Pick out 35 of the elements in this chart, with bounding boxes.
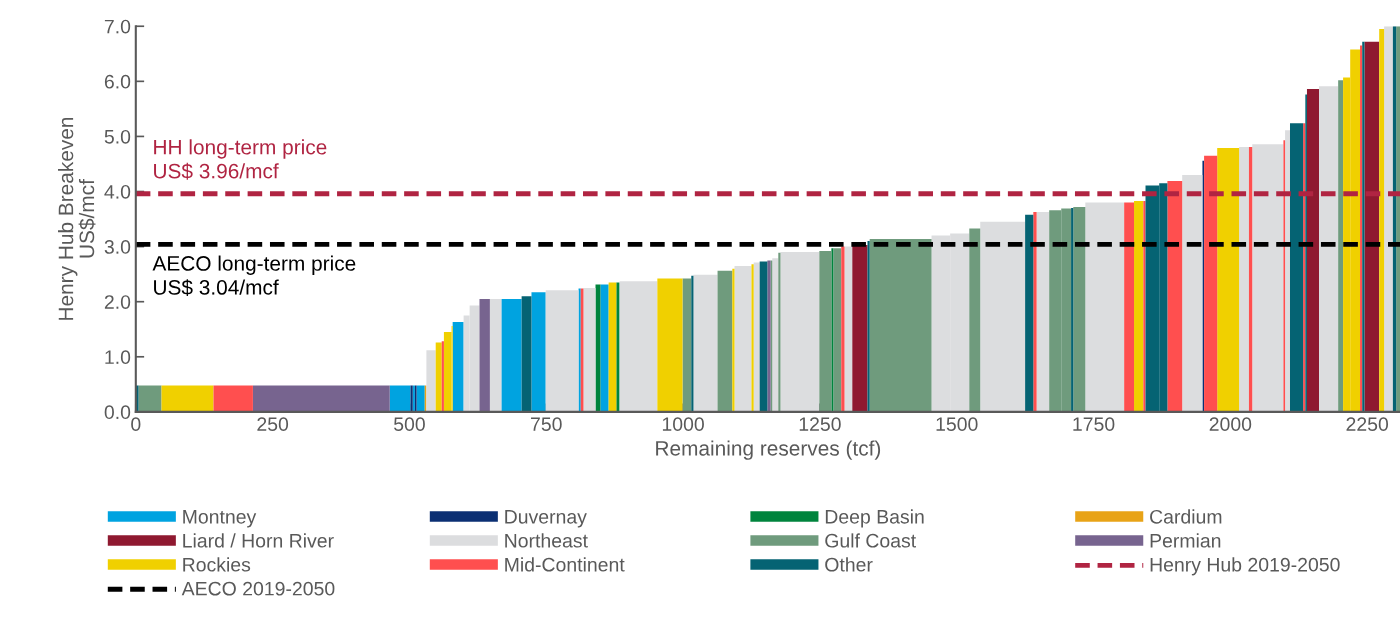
legend-label: Other	[825, 557, 873, 572]
legend-label: Montney	[183, 510, 257, 528]
x-tick-label: 500	[393, 417, 425, 432]
x-tick-label: 2250	[1346, 417, 1389, 432]
y-tick-label: 5.0	[104, 129, 131, 144]
y-tick-label: 3.0	[104, 240, 131, 254]
y-tick-label: 6.0	[104, 74, 131, 89]
legend-label: Duvernay	[505, 510, 587, 528]
x-tick-label: 1750	[1073, 417, 1115, 432]
x-tick-label: 250	[257, 417, 289, 432]
y-tick-label: 2.0	[104, 295, 131, 309]
legend-label: Gulf Coast	[825, 533, 916, 548]
y-tick-label: 4.0	[104, 184, 131, 199]
legend-label: Liard / Horn River	[183, 533, 334, 548]
legend-label: Permian	[1150, 533, 1221, 548]
x-tick-label: 1500	[936, 417, 978, 432]
legend-label: Rockies	[183, 557, 251, 572]
y-tick-label: 1.0	[105, 350, 131, 365]
y-tick-label: 0.0	[104, 405, 131, 420]
legend-label: Mid-Continent	[505, 557, 625, 572]
annotation: HH long-term price US$ 3.96/mcf	[154, 139, 327, 180]
x-tick-label: 1250	[799, 417, 841, 432]
legend-label: AECO 2019-2050	[181, 581, 335, 596]
legend-label: Deep Basin	[825, 509, 924, 528]
annotation: AECO long-term price US$ 3.04/mcf	[152, 255, 356, 297]
x-tick-label: 750	[531, 417, 562, 432]
legend-label: Henry Hub 2019-2050	[1150, 557, 1340, 576]
x-axis-title: Remaining reserves (tcf)	[656, 440, 881, 460]
y-axis-title: Henry Hub Breakeven US$/mcf	[58, 117, 96, 320]
legend-label: Cardium	[1150, 509, 1222, 524]
x-tick-label: 1000	[662, 417, 704, 432]
x-tick-label: 0	[131, 417, 141, 432]
x-tick-label: 2000	[1209, 417, 1252, 432]
legend-label: Northeast	[505, 533, 588, 548]
y-tick-label: 7.0	[104, 19, 131, 34]
